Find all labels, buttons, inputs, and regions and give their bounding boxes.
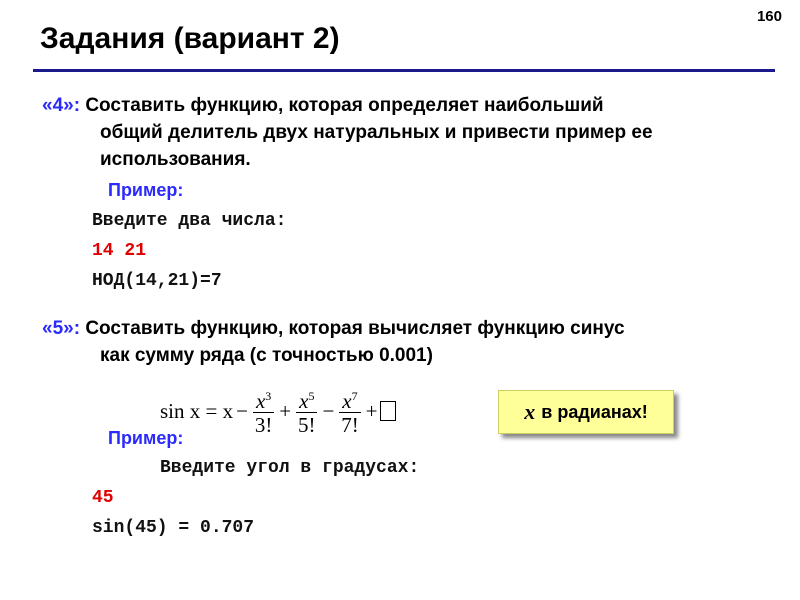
task4-line3: использования. <box>100 149 251 170</box>
task4-line2: общий делитель двух натуральных и привес… <box>100 122 653 143</box>
callout-var: x <box>524 399 536 424</box>
missing-glyph-box-icon <box>380 401 397 421</box>
task4-line1: «4»: Составить функцию, которая определя… <box>42 92 604 119</box>
term-num: x <box>299 389 309 413</box>
formula-term: x7 7! <box>339 385 361 437</box>
task5-code-input: 45 <box>92 488 114 508</box>
term-den: 5! <box>298 413 316 437</box>
formula-lhs: sin x = x <box>160 398 234 423</box>
term-den: 7! <box>341 413 359 437</box>
task4-code-prompt: Введите два числа: <box>92 211 287 231</box>
formula-sign: − <box>236 398 248 423</box>
term-exp: 7 <box>351 389 358 403</box>
term-exp: 3 <box>265 389 272 403</box>
task5-label: «5»: <box>42 318 81 339</box>
task5-example-label: Пример: <box>108 428 184 448</box>
formula-sign: − <box>322 398 335 423</box>
formula-term: x5 5! <box>296 385 318 437</box>
task5-code-prompt: Введите угол в градусах: <box>160 458 420 478</box>
task4-code-input: 14 21 <box>92 241 147 261</box>
title-divider <box>33 69 775 72</box>
task4-text: Составить функцию, которая определяет на… <box>85 95 604 116</box>
formula-sign: + <box>365 398 378 423</box>
term-den: 3! <box>254 413 273 437</box>
page-title: Задания (вариант 2) <box>40 22 340 55</box>
sine-series-formula: sin x = x − x3 3! + x5 5! − x7 7! + <box>160 385 397 437</box>
task4-example-label: Пример: <box>108 180 184 200</box>
task4-code-output: НОД(14,21)=7 <box>92 271 222 291</box>
formula-sign: + <box>279 398 292 423</box>
term-num: x <box>255 389 266 413</box>
task5-line1: «5»: Составить функцию, которая вычисляе… <box>42 315 625 342</box>
task5-line2: как сумму ряда (с точностью 0.001) <box>100 345 433 366</box>
term-exp: 5 <box>308 389 315 403</box>
task4-label: «4»: <box>42 95 81 116</box>
formula-term: x3 3! <box>252 385 275 437</box>
page-number: 160 <box>756 8 782 25</box>
task5-code-output: sin(45) = 0.707 <box>92 518 255 538</box>
term-num: x <box>342 389 352 413</box>
task5-text: Составить функцию, которая вычисляет фун… <box>85 318 625 339</box>
callout-text: в радианах! <box>541 401 648 422</box>
